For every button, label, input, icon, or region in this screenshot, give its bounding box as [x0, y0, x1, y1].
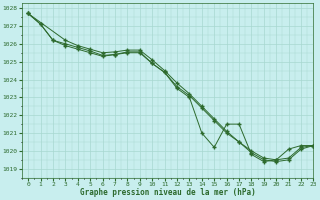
X-axis label: Graphe pression niveau de la mer (hPa): Graphe pression niveau de la mer (hPa) — [80, 188, 256, 197]
